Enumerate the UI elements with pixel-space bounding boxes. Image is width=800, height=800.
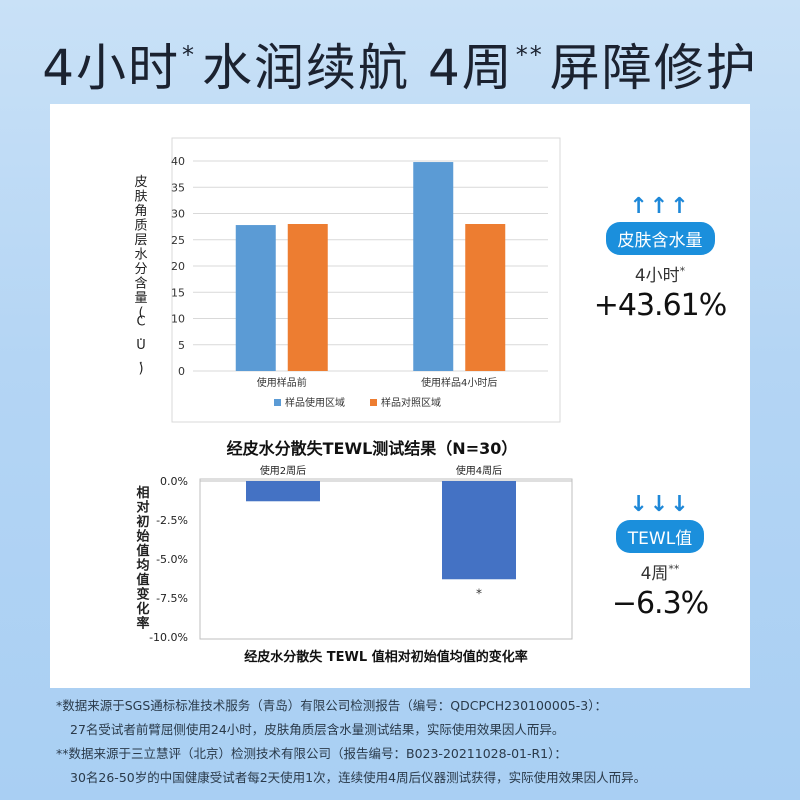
chart2-y-label-char: 化 (136, 601, 149, 617)
chart1-y-tick-label: 10 (171, 313, 185, 326)
chart2-y-label-char: 变 (136, 587, 149, 603)
moisture-value: +43.61% (593, 288, 728, 323)
chart1-legend-label: 样品对照区域 (381, 396, 441, 409)
chart1-bar (235, 225, 276, 371)
chart2-y-tick-label: -2.5% (156, 514, 188, 527)
headline-mark-2: ** (515, 41, 544, 69)
tewl-summary: ↓↓↓ TEWL值 4周** −6.3% (590, 492, 730, 622)
chart1-frame (171, 137, 561, 423)
footnote-2: 27名受试者前臂屈侧使用24小时，皮肤角质层含水量测试结果，实际使用效果因人而异… (70, 722, 565, 737)
chart1-y-label-char: 含 (134, 276, 147, 292)
chart-panel: 0 5 10 15 20 25 30 35 40 使用样品前 使用样品4小时后样品使用区域 样品对照区… (50, 104, 750, 688)
chart1-y-tick-label: 5 (178, 339, 185, 352)
chart1-y-label-char: U (136, 338, 146, 353)
chart1-legend-label: 样品使用区域 (285, 396, 345, 409)
chart1-y-tick-label: 20 (171, 260, 185, 273)
chart1-y-tick-label: 35 (171, 181, 185, 194)
chart1-y-label-char: C (136, 315, 145, 330)
chart2-y-tick-label: -10.0% (149, 631, 188, 644)
chart1-y-label-char: ) (138, 362, 143, 377)
chart2-y-tick-label: 0.0% (160, 475, 188, 488)
chart1-y-tick-label: 30 (171, 208, 185, 221)
chart1-y-label-char: . (139, 329, 143, 344)
headline-part-3: 屏障修护 (549, 39, 758, 97)
moisture-badge: 皮肤含水量 (605, 222, 715, 255)
footnote-1: *数据来源于SGS通标标准技术服务（青岛）有限公司检测报告（编号：QDCPCH2… (56, 698, 607, 713)
chart1-bar (413, 162, 454, 371)
chart1-y-label-char: 角 (134, 204, 147, 219)
footnote-4: 30名26-50岁的中国健康受试者每2天使用1次，连续使用4周后仪器测试获得，实… (70, 770, 647, 785)
chart2-y-label-char: 初 (136, 514, 149, 530)
chart2-significance-mark: * (476, 586, 482, 600)
chart2-y-label-char: 值 (136, 543, 149, 559)
chart1-y-label-char: 皮 (134, 175, 147, 190)
chart1-y-tick-label: 0 (178, 365, 185, 378)
chart1-y-label-char: 水 (134, 248, 147, 263)
chart2-x-label: 经皮水分散失 TEWL 值相对初始值均值的变化率 (244, 649, 527, 665)
chart2-y-label-char: 相 (136, 485, 149, 501)
chart2-y-label-char: 值 (136, 572, 149, 588)
chart1-legend-swatch (370, 399, 377, 406)
chart1-bar (465, 224, 506, 371)
chart2-title: 经皮水分散失TEWL测试结果（N=30） (227, 439, 518, 458)
chart1-legend-swatch (274, 399, 281, 406)
chart2-y-label-char: 对 (136, 500, 149, 516)
chart2-bar (442, 481, 516, 580)
chart1-y-label-char: 肤 (134, 190, 147, 205)
headline-part-1: 4小时 (42, 39, 181, 97)
tewl-value: −6.3% (611, 586, 709, 621)
chart1-y-tick-label: 15 (171, 286, 185, 299)
chart2-y-label-char: 均 (136, 558, 149, 574)
headline-part-2: 水润续航 4周 (202, 39, 514, 97)
down-arrows-icon: ↓↓↓ (629, 492, 691, 517)
headline: 4小时* 水润续航 4周** 屏障修护 (0, 28, 800, 100)
chart1-y-label-char: 分 (134, 262, 147, 277)
chart1-y-label-char: . (139, 353, 143, 368)
chart1-x-tick-label: 使用样品前 (257, 376, 307, 389)
headline-mark-1: * (182, 41, 197, 69)
chart1-y-label-char: 量 (134, 291, 147, 306)
moisture-summary: ↑↑↑ 皮肤含水量 4小时* +43.61% (590, 194, 730, 324)
chart1-y-tick-label: 25 (171, 234, 185, 247)
chart1-y-tick-label: 40 (171, 155, 185, 168)
chart2-frame (199, 478, 573, 640)
tewl-chart: 经皮水分散失TEWL测试结果（N=30） 0.0% -2.5% -5.0% -7.5% -… (136, 439, 573, 665)
chart2-y-tick-label: -7.5% (156, 592, 188, 605)
chart2-bar (246, 481, 320, 502)
moisture-period: 4小时* (634, 264, 686, 286)
chart1-x-tick-label: 使用样品4小时后 (421, 376, 497, 389)
chart2-y-label-char: 始 (136, 529, 149, 545)
footnote-3: **数据来源于三立慧评（北京）检测技术有限公司（报告编号：B023-202110… (56, 746, 567, 761)
chart1-bar (287, 224, 328, 371)
chart2-category-label: 使用4周后 (456, 464, 502, 477)
footnotes: *数据来源于SGS通标标准技术服务（青岛）有限公司检测报告（编号：QDCPCH2… (56, 694, 786, 790)
chart1-y-label-char: 质 (134, 219, 147, 234)
chart2-category-label: 使用2周后 (260, 464, 306, 477)
chart1-y-label-char: 层 (134, 233, 147, 248)
tewl-period: 4周** (640, 562, 680, 584)
chart1-y-label-char: ( (138, 306, 143, 321)
up-arrows-icon: ↑↑↑ (629, 194, 691, 219)
chart2-y-tick-label: -5.0% (156, 553, 188, 566)
tewl-badge: TEWL值 (615, 520, 705, 553)
chart2-y-label-char: 率 (136, 616, 149, 632)
